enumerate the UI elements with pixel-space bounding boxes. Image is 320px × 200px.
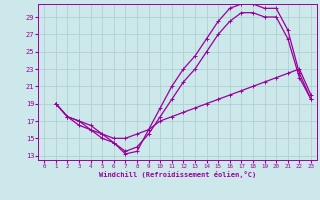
X-axis label: Windchill (Refroidissement éolien,°C): Windchill (Refroidissement éolien,°C) (99, 171, 256, 178)
